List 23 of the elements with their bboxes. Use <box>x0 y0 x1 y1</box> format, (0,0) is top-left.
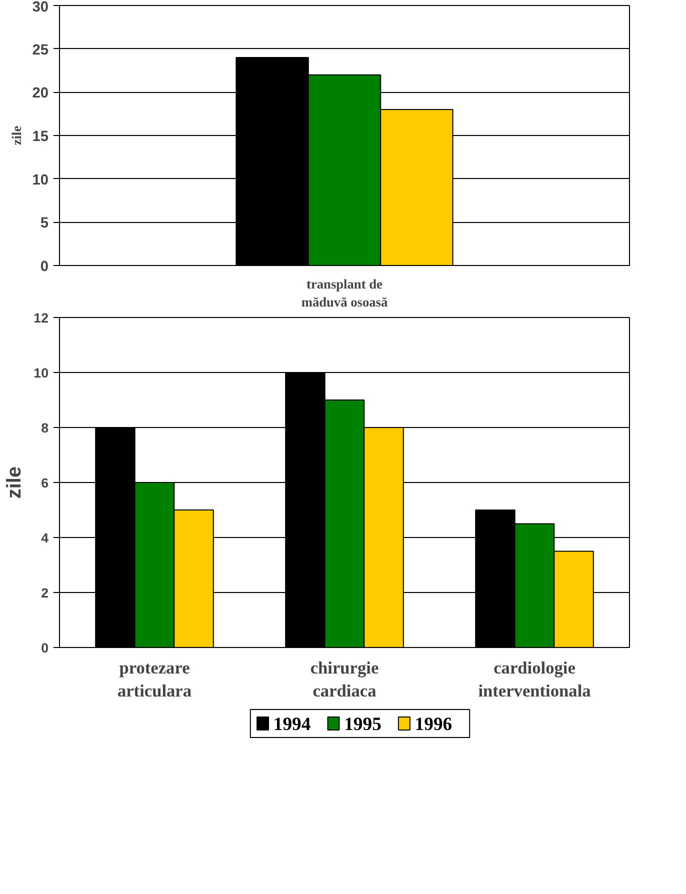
y-tick-label: 0 <box>41 640 49 656</box>
legend-label: 1995 <box>344 714 382 735</box>
legend-label: 1994 <box>273 714 311 735</box>
y-axis-title: zile <box>4 466 26 499</box>
y-tick-label: 6 <box>41 476 49 490</box>
y-tick-label: 10 <box>32 172 49 188</box>
legend-label: 1996 <box>414 714 452 735</box>
y-tick-label: 8 <box>41 420 49 436</box>
y-axis-title: zile <box>9 126 24 146</box>
x-tick-label: cardiologie interventionala <box>478 658 592 700</box>
y-tick-label: 2 <box>41 586 49 600</box>
x-tick-label: chirurgie cardiaca <box>310 658 379 700</box>
y-tick-label: 25 <box>32 42 49 58</box>
y-tick-label: 0 <box>40 259 49 275</box>
y-tick-label: 4 <box>41 530 50 546</box>
x-tick-label: transplant de măduvă osoasă <box>301 276 388 310</box>
y-tick-label: 15 <box>32 129 49 145</box>
y-tick-label: 5 <box>40 216 49 232</box>
x-tick-label: protezare articulara <box>117 658 192 700</box>
y-tick-label: 12 <box>34 310 49 326</box>
y-tick-label: 10 <box>34 366 49 380</box>
y-tick-label: 20 <box>32 86 49 102</box>
y-tick-label: 30 <box>32 0 49 16</box>
